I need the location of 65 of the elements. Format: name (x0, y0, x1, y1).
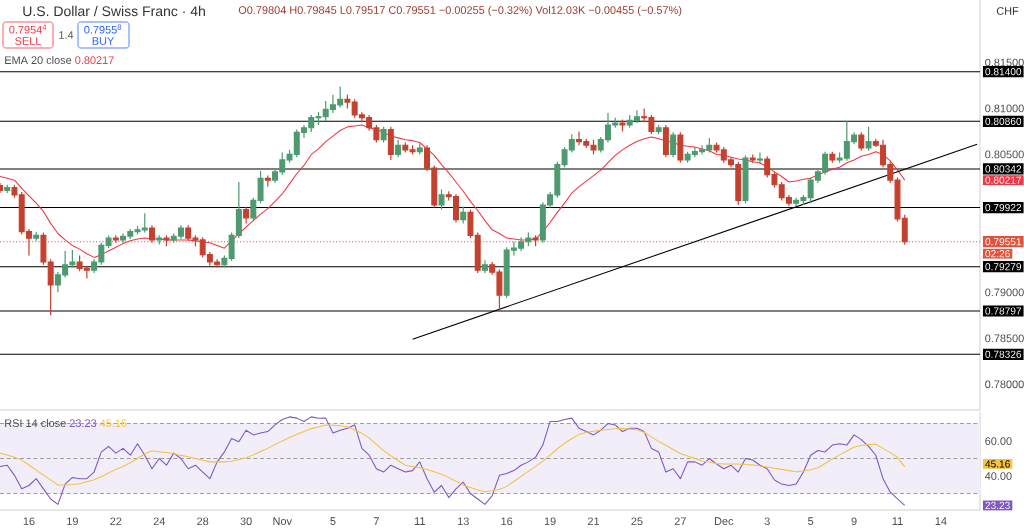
ref-line-label: 0.79279 (985, 263, 1022, 271)
ref-line-label: 0.78797 (985, 307, 1022, 315)
x-tick-label: 16 (501, 517, 513, 526)
x-tick-label: 7 (373, 517, 379, 525)
x-tick-label: 19 (544, 517, 556, 526)
annotation: 1.4 (59, 31, 74, 39)
x-tick-label: 27 (674, 517, 686, 526)
annotation: 23.23 (69, 419, 97, 428)
ref-line-label: 0.80860 (985, 117, 1022, 125)
x-tick-label: 16 (23, 517, 35, 526)
x-tick-label: 3 (764, 517, 770, 526)
y-tick-label: 0.81000 (985, 104, 1024, 113)
candlestick (662, 124, 669, 158)
candlestick (756, 152, 763, 165)
y-tick-label: 0.79000 (985, 288, 1024, 297)
annotation: 0.7955$^{8}$ (84, 24, 122, 34)
ref-line-label: 0.79922 (985, 203, 1022, 212)
annotation: 45.16 (99, 419, 127, 428)
y-tick-label: 40.00 (984, 472, 1012, 480)
text: 0.80217 (985, 176, 1022, 184)
candlestick (402, 141, 409, 154)
line-series (0, 416, 906, 506)
ref-line-label: 0.81400 (985, 68, 1022, 76)
annotation: 0.7954$^{4}$ (9, 24, 47, 34)
y-tick-label: 0.78500 (985, 334, 1024, 343)
x-tick-label: 5 (808, 517, 814, 525)
candlestick (149, 224, 155, 244)
x-tick-label: 9 (851, 517, 857, 526)
x-tick-label: 21 (587, 517, 600, 526)
x-tick-label: 30 (240, 517, 252, 526)
x-tick-label: 13 (457, 517, 469, 526)
annotation: BUY (92, 37, 114, 45)
text: 45.16 (985, 460, 1010, 468)
x-tick-label: Dec (714, 517, 734, 525)
x-tick-label: 22 (110, 517, 122, 526)
x-tick-label: 19 (67, 517, 78, 526)
legend-label: EMA 20 close (5, 55, 72, 65)
ref-line-label: 0.79551 (985, 238, 1022, 246)
annotation: O0.79804 H0.79845 L0.79517 C0.79551 −0.00255 (−0.32%) Vol12.03K −0.00455 (−0.57%) (238, 5, 682, 17)
annotation: SELL (15, 37, 42, 45)
candlestick (670, 131, 677, 158)
text: CHF (996, 7, 1019, 15)
x-tick-label: 5 (330, 517, 336, 525)
ref-line-label: 0.80342 (985, 165, 1022, 173)
text: 02:26 (985, 250, 1010, 258)
chart-title: U.S. Dollar / Swiss Franc · 4h (23, 5, 205, 17)
x-tick-label: 11 (414, 517, 425, 525)
x-tick-label: 11 (892, 517, 903, 525)
candlestick (481, 259, 488, 274)
x-tick-label: Nov (273, 517, 292, 525)
x-tick-label: 25 (631, 517, 643, 526)
x-tick-label: 24 (153, 517, 166, 526)
ref-line-label: 0.78326 (985, 350, 1022, 358)
text: 23.23 (985, 501, 1010, 510)
candlestick (243, 206, 250, 224)
y-tick-label: 60.00 (985, 437, 1012, 445)
y-tick-label: 0.80500 (985, 150, 1024, 159)
x-tick-label: 14 (935, 517, 947, 525)
candlestick (395, 139, 402, 158)
y-tick-label: 0.81500 (985, 58, 1024, 67)
text: RSI 14 close (5, 418, 66, 428)
y-tick-label: 0.78000 (985, 380, 1024, 389)
annotation: 0.80217 (75, 56, 114, 65)
candlestick (47, 258, 54, 316)
x-tick-label: 28 (197, 517, 209, 526)
